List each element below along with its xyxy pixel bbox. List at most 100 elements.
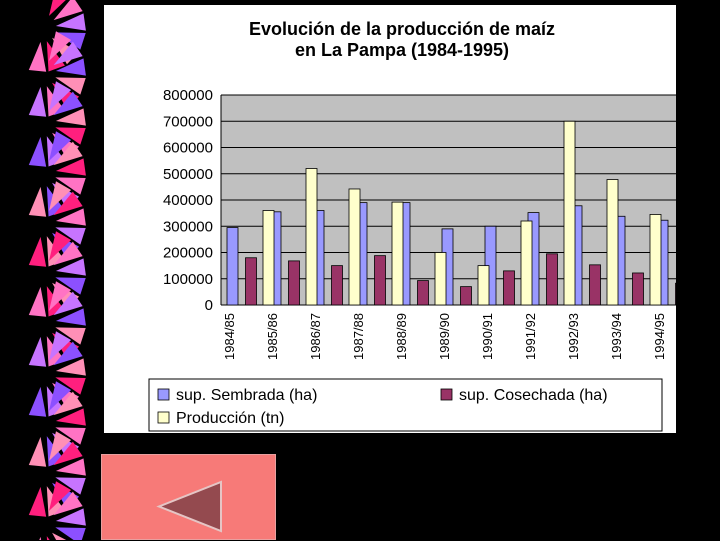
chart-title-line-2: en La Pampa (1984-1995) <box>295 40 509 60</box>
bar-3-1992-93 <box>606 179 619 306</box>
spiral-blade <box>49 31 72 61</box>
bar-3-1990-91 <box>520 220 533 306</box>
bar-2-1985-86 <box>288 260 300 306</box>
back-button[interactable] <box>101 454 276 540</box>
legend-label: sup. Cosechada (ha) <box>459 387 608 404</box>
left-triangle-icon <box>156 480 222 533</box>
spiral-blade <box>49 381 72 411</box>
spiral-blade <box>55 258 86 276</box>
spiral-blade <box>49 131 72 161</box>
spiral-blade <box>53 41 83 66</box>
spiral-blade <box>55 408 86 426</box>
bar-2-1994-95 <box>675 282 676 306</box>
spiral-blade <box>55 327 86 345</box>
spiral-blade <box>49 481 72 511</box>
bar-3-1988-89 <box>434 252 447 306</box>
spiral-segment <box>39 481 86 540</box>
spiral-blade <box>53 241 83 266</box>
bar-3-1985-86 <box>305 168 318 306</box>
bar-3-1986-87 <box>348 188 361 306</box>
x-tick-label: 1990/91 <box>480 313 495 360</box>
spiral-blade <box>55 13 86 31</box>
spiral-blade <box>55 58 86 76</box>
spiral-blade <box>53 191 83 216</box>
spiral-blade <box>28 286 47 317</box>
spiral-blade <box>55 377 86 395</box>
spiral-blade <box>55 177 86 195</box>
legend-label: Producción (tn) <box>176 410 285 427</box>
y-tick-label: 800000 <box>163 87 213 104</box>
chart-legend: sup. Sembrada (ha) sup. Cosechada (ha) Pro… <box>148 378 663 432</box>
x-tick-label: 1986/87 <box>308 313 323 360</box>
spiral-blade <box>28 41 47 72</box>
y-tick-label: 100000 <box>163 271 213 288</box>
bar-2-1990-91 <box>503 270 515 306</box>
spiral-blade <box>46 536 50 540</box>
x-tick-label: 1994/95 <box>652 313 667 360</box>
spiral-blade <box>53 0 83 21</box>
spiral-segment <box>28 231 86 317</box>
spiral-blade <box>55 158 86 176</box>
chart-title-line-1: Evolución de la producción de maíz <box>249 19 555 39</box>
y-tick-label: 600000 <box>163 140 213 157</box>
legend-swatch <box>157 411 170 424</box>
bar-2-1993-94 <box>632 272 644 306</box>
y-tick-label: 200000 <box>163 245 213 262</box>
x-tick-label: 1993/94 <box>609 313 624 360</box>
spiral-blade <box>52 532 67 540</box>
spiral-blade <box>28 386 47 417</box>
legend-box <box>148 378 663 432</box>
bar-2-1984-85 <box>245 257 257 306</box>
x-tick-label: 1987/88 <box>351 313 366 360</box>
spiral-blade <box>28 436 47 467</box>
y-tick-label: 700000 <box>163 113 213 130</box>
spiral-blade <box>49 431 72 461</box>
spiral-blade <box>55 427 86 445</box>
spiral-blade <box>55 477 86 495</box>
spiral-blade <box>55 527 86 540</box>
bar-2-1988-89 <box>417 280 429 306</box>
spiral-blade <box>28 336 47 367</box>
x-tick-label: 1984/85 <box>222 313 237 360</box>
bar-1-1984-85 <box>226 227 239 306</box>
y-tick-label: 300000 <box>163 218 213 235</box>
legend-label: sup. Sembrada (ha) <box>176 387 317 404</box>
bar-2-1986-87 <box>331 265 343 306</box>
x-tick-label: 1989/90 <box>437 313 452 360</box>
spiral-decoration <box>28 0 86 540</box>
bar-3-1984-85 <box>262 210 275 306</box>
bar-chart: Evolución de la producción de maíz en La… <box>148 19 676 432</box>
spiral-blade <box>46 41 65 72</box>
y-tick-label: 400000 <box>163 192 213 209</box>
spiral-blade <box>55 358 86 376</box>
spiral-blade <box>53 391 83 416</box>
x-tick-label: 1992/93 <box>566 313 581 360</box>
spiral-blade <box>28 236 47 267</box>
spiral-blade <box>28 486 47 517</box>
spiral-blade <box>53 341 83 366</box>
spiral-blade <box>55 108 86 126</box>
y-tick-label: 500000 <box>163 166 213 183</box>
spiral-blade <box>49 331 72 361</box>
spiral-blade <box>55 277 86 295</box>
x-tick-label: 1988/89 <box>394 313 409 360</box>
spiral-blade <box>53 91 83 116</box>
spiral-blade <box>55 127 86 145</box>
spiral-blade <box>55 208 86 226</box>
spiral-blade <box>55 308 86 326</box>
bar-3-1991-92 <box>563 120 576 306</box>
spiral-blade <box>55 77 86 95</box>
bar-2-1991-92 <box>546 253 558 306</box>
spiral-blade <box>49 81 72 111</box>
bar-3-1989-90 <box>477 265 490 306</box>
spiral-blade <box>55 227 86 245</box>
spiral-blade <box>49 281 72 311</box>
spiral-blade <box>39 536 42 540</box>
legend-swatch <box>157 388 170 401</box>
spiral-blade <box>49 181 72 211</box>
bar-2-1989-90 <box>460 286 472 306</box>
spiral-blade <box>53 491 83 516</box>
spiral-blade <box>28 86 47 117</box>
x-tick-label: 1991/92 <box>523 313 538 360</box>
y-tick-label: 0 <box>205 297 213 314</box>
